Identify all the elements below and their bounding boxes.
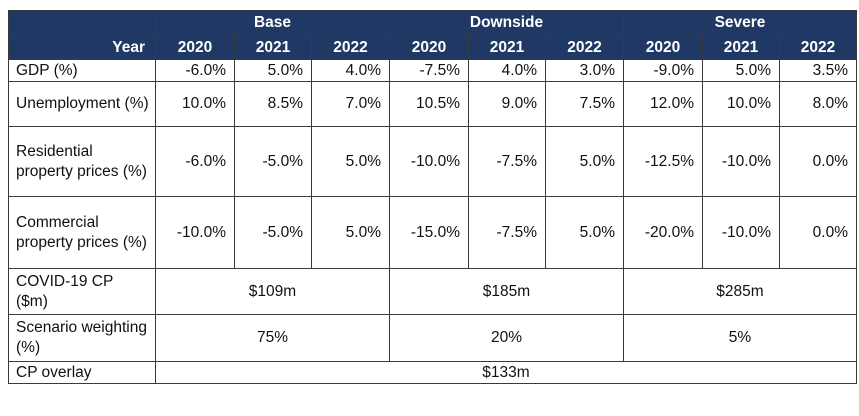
table-cell: -7.5% (468, 126, 546, 197)
scenario-table: Base Downside Severe Year 2020 2021 2022… (8, 10, 858, 384)
scenario-table-container: Base Downside Severe Year 2020 2021 2022… (8, 10, 858, 384)
table-cell: 4.0% (311, 59, 390, 82)
scenario-header-row: Base Downside Severe (8, 10, 858, 36)
table-row-cp-overlay: CP overlay $133m (8, 361, 858, 384)
table-cell: 5.0% (311, 126, 390, 197)
merged-cell-downside: $185m (389, 268, 624, 315)
year-header-cell: 2022 (545, 35, 624, 60)
table-row-commercial: Commercial property prices (%) -10.0% -5… (8, 196, 858, 269)
table-cell: -5.0% (234, 126, 312, 197)
table-cell: 5.0% (234, 59, 312, 82)
table-cell: -7.5% (389, 59, 469, 82)
table-row-gdp: GDP (%) -6.0% 5.0% 4.0% -7.5% 4.0% 3.0% … (8, 59, 858, 82)
year-label: Year (8, 35, 156, 60)
table-cell: -6.0% (155, 59, 235, 82)
table-row-residential: Residential property prices (%) -6.0% -5… (8, 126, 858, 197)
row-label: COVID-19 CP ($m) (8, 268, 156, 315)
merged-cell-severe: 5% (622, 314, 858, 362)
table-cell: -7.5% (468, 196, 546, 269)
table-cell: 7.5% (545, 81, 624, 127)
table-cell: 10.0% (702, 81, 780, 127)
table-cell: 3.5% (778, 59, 858, 82)
table-row-unemployment: Unemployment (%) 10.0% 8.5% 7.0% 10.5% 9… (8, 81, 858, 127)
table-cell: 7.0% (311, 81, 390, 127)
table-cell: 9.0% (468, 81, 546, 127)
table-cell: 5.0% (702, 59, 780, 82)
table-cell: 10.0% (155, 81, 235, 127)
table-row-covid-cp: COVID-19 CP ($m) $109m $185m $285m (8, 268, 858, 315)
scenario-header-base: Base (155, 10, 390, 36)
table-cell: 5.0% (545, 196, 624, 269)
merged-cell-base: $109m (155, 268, 390, 315)
merged-cell-base: 75% (155, 314, 390, 362)
table-cell: 10.5% (389, 81, 469, 127)
row-label: Unemployment (%) (8, 81, 156, 127)
row-label: Commercial property prices (%) (8, 196, 156, 269)
header-blank-cell (8, 10, 156, 36)
scenario-header-downside: Downside (389, 10, 624, 36)
year-header-cell: 2021 (234, 35, 312, 60)
year-header-row: Year 2020 2021 2022 2020 2021 2022 2020 … (8, 35, 858, 60)
table-cell: -12.5% (623, 126, 703, 197)
year-header-cell: 2022 (311, 35, 390, 60)
table-cell: 0.0% (778, 126, 858, 197)
table-cell: -10.0% (702, 196, 780, 269)
year-header-cell: 2020 (155, 35, 235, 60)
table-cell: -10.0% (702, 126, 780, 197)
table-row-scenario-weighting: Scenario weighting (%) 75% 20% 5% (8, 314, 858, 362)
year-header-cell: 2020 (389, 35, 469, 60)
table-cell: 8.5% (234, 81, 312, 127)
row-label: Scenario weighting (%) (8, 314, 156, 362)
year-header-cell: 2021 (468, 35, 546, 60)
table-cell: -10.0% (155, 196, 235, 269)
merged-cell-severe: $285m (622, 268, 858, 315)
table-cell: 4.0% (468, 59, 546, 82)
table-cell: 12.0% (623, 81, 703, 127)
row-label: CP overlay (8, 361, 156, 384)
table-cell: 0.0% (778, 196, 858, 269)
row-label: Residential property prices (%) (8, 126, 156, 197)
table-cell: -5.0% (234, 196, 312, 269)
table-cell: 8.0% (778, 81, 858, 127)
table-cell: 3.0% (545, 59, 624, 82)
table-cell: -10.0% (389, 126, 469, 197)
overlay-value-cell: $133m (154, 361, 858, 384)
year-header-cell: 2020 (623, 35, 703, 60)
year-header-cell: 2021 (702, 35, 780, 60)
row-label: GDP (%) (8, 59, 156, 82)
scenario-header-severe: Severe (622, 10, 858, 36)
table-cell: -20.0% (623, 196, 703, 269)
year-header-cell: 2022 (778, 35, 858, 60)
table-cell: 5.0% (311, 196, 390, 269)
table-cell: 5.0% (545, 126, 624, 197)
merged-cell-downside: 20% (389, 314, 624, 362)
table-cell: -15.0% (389, 196, 469, 269)
table-cell: -9.0% (623, 59, 703, 82)
table-cell: -6.0% (155, 126, 235, 197)
